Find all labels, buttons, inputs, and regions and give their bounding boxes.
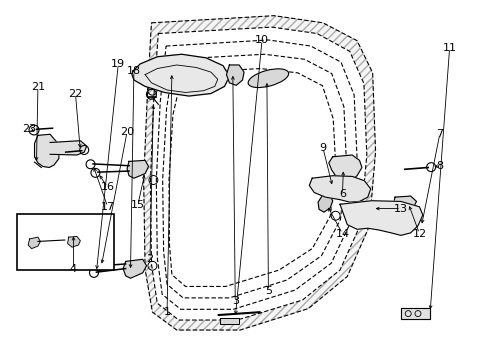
Text: 14: 14 [335,229,349,239]
Text: 19: 19 [111,59,125,69]
Text: 7: 7 [436,129,443,139]
Polygon shape [318,194,333,212]
Polygon shape [34,134,59,167]
Bar [17,214,115,270]
Text: 6: 6 [339,189,346,199]
Polygon shape [393,196,416,212]
Text: 9: 9 [319,143,326,153]
Polygon shape [401,308,430,319]
Polygon shape [226,65,244,85]
Text: 15: 15 [131,200,145,210]
Polygon shape [127,160,148,178]
Text: 16: 16 [100,182,115,192]
Text: 11: 11 [442,43,457,53]
Text: 10: 10 [255,35,269,45]
Polygon shape [68,237,80,247]
Text: 4: 4 [70,264,77,274]
Text: 20: 20 [120,127,134,137]
Polygon shape [309,176,371,202]
Ellipse shape [248,69,289,87]
Polygon shape [340,201,423,235]
Text: 23: 23 [23,124,37,134]
Polygon shape [28,237,40,249]
Polygon shape [50,141,87,155]
Polygon shape [150,27,367,320]
Polygon shape [144,16,375,330]
Text: 13: 13 [394,203,408,213]
Text: 8: 8 [436,161,443,171]
Text: 21: 21 [31,82,45,92]
Polygon shape [123,259,147,278]
Text: 22: 22 [68,89,83,99]
Text: 17: 17 [100,202,115,212]
Text: 1: 1 [164,307,171,317]
Text: 3: 3 [232,296,239,306]
Polygon shape [329,155,362,181]
Text: 12: 12 [413,229,426,239]
Text: 18: 18 [127,66,141,76]
Text: 5: 5 [265,286,272,296]
Polygon shape [132,54,229,96]
Text: 2: 2 [147,253,153,264]
Polygon shape [220,318,239,324]
